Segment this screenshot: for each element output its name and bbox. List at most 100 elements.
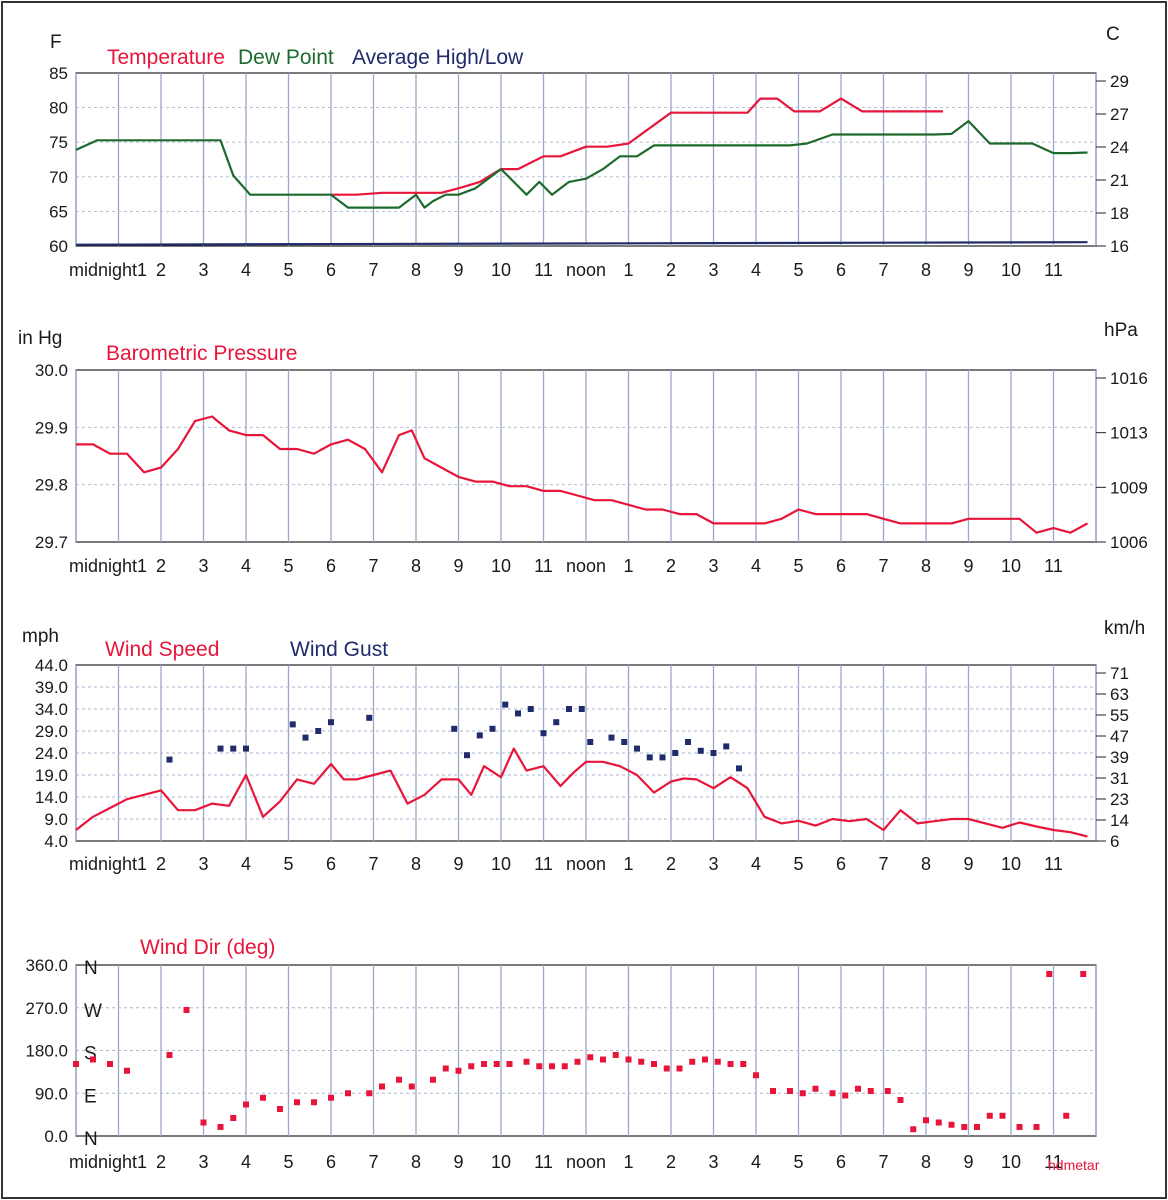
data-point bbox=[740, 1061, 747, 1067]
compass-label: E bbox=[84, 1086, 97, 1107]
data-point bbox=[638, 1058, 645, 1065]
data-point bbox=[502, 701, 509, 708]
data-point bbox=[770, 1088, 776, 1094]
y-tick-label-left: 24.0 bbox=[35, 744, 68, 763]
x-tick-label: noon bbox=[566, 556, 606, 576]
data-point bbox=[578, 706, 585, 712]
x-tick-label: 2 bbox=[666, 260, 676, 280]
y-tick-label-right: 1016 bbox=[1110, 369, 1148, 388]
data-point bbox=[345, 1090, 351, 1097]
source-credit: hdmetar bbox=[1048, 1157, 1100, 1173]
x-tick-label: 4 bbox=[241, 556, 251, 576]
data-point bbox=[379, 1083, 385, 1090]
pressure-panel: in Hg hPa Barometric Pressure 30.029.929… bbox=[18, 320, 1148, 576]
data-point bbox=[867, 1088, 874, 1094]
x-tick-label: 9 bbox=[453, 556, 463, 576]
y-tick-label-left: 29.0 bbox=[35, 722, 68, 741]
data-point bbox=[523, 1058, 530, 1065]
x-tick-label: 5 bbox=[283, 1152, 293, 1172]
data-point bbox=[621, 739, 628, 745]
data-point bbox=[366, 714, 373, 721]
x-tick-label: 3 bbox=[198, 556, 208, 576]
x-tick-label: 8 bbox=[411, 854, 421, 874]
x-tick-label: 8 bbox=[921, 854, 931, 874]
pressure-plot: 30.029.929.829.71016101310091006midnight… bbox=[35, 361, 1148, 576]
x-tick-label: 5 bbox=[283, 854, 293, 874]
x-tick-label: 5 bbox=[793, 1152, 803, 1172]
x-tick-label: 8 bbox=[411, 556, 421, 576]
data-point bbox=[464, 752, 470, 759]
x-tick-label: 11 bbox=[534, 854, 553, 874]
x-tick-label: noon bbox=[566, 1152, 606, 1172]
data-point bbox=[217, 1124, 224, 1130]
data-point bbox=[455, 1067, 462, 1074]
x-tick-label: 2 bbox=[156, 854, 166, 874]
data-point bbox=[230, 1115, 237, 1121]
y-tick-label-right: 1013 bbox=[1110, 424, 1148, 443]
legend-wind-speed: Wind Speed bbox=[105, 638, 219, 661]
x-tick-label: 7 bbox=[368, 1152, 378, 1172]
data-point bbox=[396, 1076, 402, 1083]
y-tick-label-left: 29.8 bbox=[35, 476, 68, 495]
data-point bbox=[672, 750, 679, 756]
data-point bbox=[659, 754, 666, 761]
x-tick-label: 8 bbox=[411, 260, 421, 280]
data-point bbox=[1016, 1124, 1023, 1130]
data-point bbox=[451, 725, 458, 732]
x-tick-label: 2 bbox=[156, 556, 166, 576]
x-tick-label: 11 bbox=[1044, 260, 1063, 280]
x-tick-label: noon bbox=[566, 260, 606, 280]
x-tick-label: 7 bbox=[878, 854, 888, 874]
data-point bbox=[685, 739, 691, 745]
y-tick-label-left: 4.0 bbox=[44, 832, 68, 851]
x-tick-label: 9 bbox=[963, 854, 973, 874]
x-tick-label: 2 bbox=[666, 1152, 676, 1172]
x-tick-label: 11 bbox=[1044, 1152, 1063, 1172]
compass-label: N bbox=[84, 958, 98, 979]
x-tick-label: 7 bbox=[368, 556, 378, 576]
data-point bbox=[561, 1063, 568, 1070]
data-point bbox=[727, 1061, 734, 1067]
y-tick-label-left: 44.0 bbox=[35, 656, 68, 675]
data-point bbox=[986, 1112, 993, 1119]
y-tick-label-left: 80 bbox=[49, 99, 68, 118]
data-point bbox=[736, 765, 742, 772]
x-tick-label: 10 bbox=[1001, 854, 1021, 874]
wind-panel: mph km/h Wind Speed Wind Gust 44.039.034… bbox=[22, 618, 1145, 874]
data-point bbox=[527, 706, 534, 712]
compass-label: W bbox=[84, 1001, 102, 1022]
data-point bbox=[1080, 971, 1087, 977]
x-tick-label: 10 bbox=[1001, 1152, 1021, 1172]
left-unit-label: F bbox=[50, 32, 62, 53]
x-tick-label: 8 bbox=[921, 260, 931, 280]
x-tick-label: 3 bbox=[708, 260, 718, 280]
data-point bbox=[961, 1124, 968, 1130]
data-point bbox=[702, 1056, 708, 1063]
data-point bbox=[166, 1052, 173, 1058]
series-line bbox=[75, 241, 1088, 246]
data-point bbox=[515, 710, 521, 717]
x-tick-label: 3 bbox=[198, 854, 208, 874]
x-tick-label: midnight1 bbox=[69, 1152, 147, 1172]
data-point bbox=[468, 1063, 475, 1070]
y-tick-label-left: 85 bbox=[49, 64, 68, 83]
x-tick-label: noon bbox=[566, 854, 606, 874]
x-tick-label: 4 bbox=[751, 260, 761, 280]
series-line bbox=[331, 97, 943, 196]
y-tick-label-right: 29 bbox=[1110, 72, 1129, 91]
data-point bbox=[302, 734, 309, 741]
right-unit-label: hPa bbox=[1104, 320, 1138, 341]
x-tick-label: 10 bbox=[491, 1152, 511, 1172]
data-point bbox=[549, 1063, 555, 1070]
data-point bbox=[243, 1101, 249, 1108]
data-point bbox=[587, 1054, 594, 1061]
data-point bbox=[230, 745, 237, 752]
x-tick-label: 11 bbox=[534, 556, 553, 576]
x-tick-label: 4 bbox=[751, 854, 761, 874]
y-tick-label-right: 71 bbox=[1110, 664, 1129, 683]
data-point bbox=[812, 1085, 819, 1092]
x-tick-label: 5 bbox=[793, 260, 803, 280]
x-tick-label: 5 bbox=[793, 556, 803, 576]
x-tick-label: 3 bbox=[198, 260, 208, 280]
